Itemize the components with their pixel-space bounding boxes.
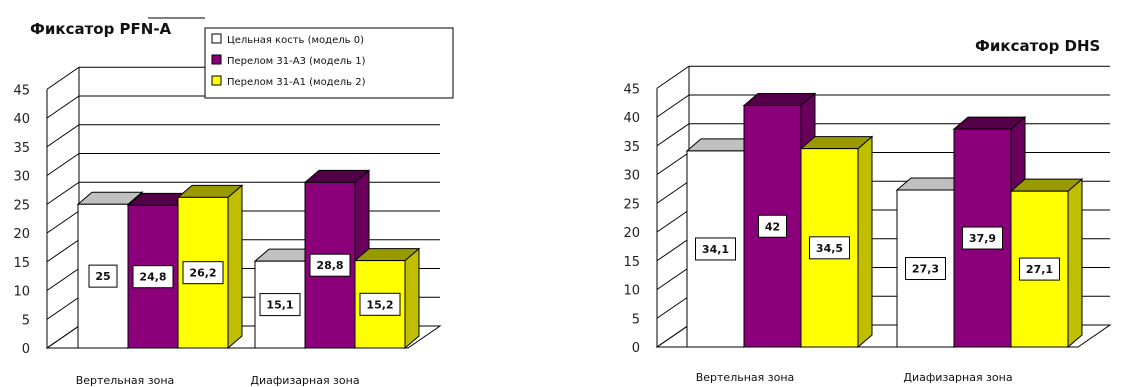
y-tick-label: 35: [623, 140, 640, 155]
bar-side: [227, 184, 243, 350]
bar: 15,2: [353, 247, 421, 350]
data-label-box: [758, 214, 787, 238]
grid-diagonal: [46, 268, 80, 291]
y-tick-label: 0: [632, 341, 640, 356]
data-label-box: [359, 292, 401, 316]
category-label: Вертельная зона: [76, 374, 175, 387]
y-tick-label: 5: [22, 313, 30, 328]
grid-diagonal: [656, 152, 690, 175]
data-label-box: [88, 264, 118, 288]
grid-diagonal: [46, 95, 80, 119]
grid-diagonal: [46, 239, 80, 263]
data-label: 26,2: [189, 267, 216, 280]
grid-diagonal: [656, 295, 690, 319]
y-tick-label: 35: [13, 141, 30, 156]
data-label-box: [259, 293, 301, 317]
data-label: 25: [95, 270, 110, 283]
data-label-box: [1019, 257, 1060, 281]
grid-diagonal: [46, 210, 80, 234]
y-tick-label: 15: [623, 255, 640, 270]
y-tick-label: 40: [13, 112, 30, 127]
data-label: 34,5: [816, 242, 843, 255]
data-label-box: [809, 236, 850, 260]
data-label-box: [905, 257, 946, 281]
bar: 26,2: [176, 184, 244, 350]
bar: 27,1: [1009, 178, 1084, 349]
y-tick-label: 20: [13, 227, 30, 242]
legend-swatch: [211, 33, 222, 44]
grid-diagonal: [656, 94, 690, 118]
category-label: Вертельная зона: [696, 371, 795, 384]
grid-diagonal: [656, 180, 690, 204]
data-label-box: [132, 265, 174, 289]
legend-label: Цельная кость (модель 0): [227, 35, 364, 46]
grid-diagonal: [46, 153, 80, 176]
grid-diagonal: [656, 267, 690, 290]
y-tick-label: 30: [13, 170, 30, 185]
grid-diagonal: [656, 65, 690, 89]
legend-swatch: [211, 54, 222, 65]
grid-diagonal: [46, 296, 80, 320]
bar-side: [1067, 178, 1083, 349]
data-label-box: [962, 226, 1003, 250]
data-label: 37,9: [969, 232, 996, 245]
data-label: 27,1: [1026, 263, 1053, 276]
grid-diagonal: [46, 181, 80, 205]
bar: 42: [742, 92, 817, 349]
category-label: Диафизарная зона: [250, 374, 359, 387]
data-label: 34,1: [702, 243, 729, 256]
category-label: Диафизарная зона: [903, 371, 1012, 384]
chart-title: Фиксатор DHS: [975, 37, 1100, 55]
chart-2: 0 5 10 15 20 25 30 35 40 45 34,1 42 34,5 Вертельная з…: [623, 37, 1112, 384]
y-tick-label: 40: [623, 111, 640, 126]
y-tick-label: 5: [632, 312, 640, 327]
legend-label: Перелом 31-А3 (модель 1): [227, 56, 366, 67]
legend-swatch: [211, 75, 222, 86]
y-tick-label: 25: [13, 198, 30, 213]
legend-label: Перелом 31-А1 (модель 2): [227, 77, 366, 88]
y-tick-label: 10: [13, 285, 30, 300]
bar: 34,5: [799, 135, 874, 349]
data-label: 28,8: [316, 259, 343, 272]
y-tick-label: 10: [623, 284, 640, 299]
y-tick-label: 45: [623, 82, 640, 97]
data-label: 42: [765, 220, 780, 233]
y-tick-label: 20: [623, 226, 640, 241]
legend-box: [204, 27, 454, 99]
data-label-box: [695, 237, 736, 261]
grid-diagonal: [656, 123, 690, 147]
data-label-box: [309, 253, 351, 277]
y-tick-label: 45: [13, 83, 30, 98]
y-tick-label: 15: [13, 256, 30, 271]
data-label: 15,2: [366, 298, 393, 311]
chart-title: Фиксатор PFN-A: [30, 20, 172, 38]
y-tick-label: 0: [22, 342, 30, 357]
y-tick-label: 25: [623, 197, 640, 212]
bar-side: [857, 135, 873, 349]
y-tick-label: 30: [623, 169, 640, 184]
data-label: 15,1: [266, 299, 293, 312]
grid-diagonal: [656, 209, 690, 233]
data-label-box: [182, 261, 224, 285]
chart-1: 0 5 10 15 20 25 30 35 40 45 25 24,8 26,2 Вертельная з…: [13, 17, 454, 387]
data-label: 24,8: [139, 271, 166, 284]
grid-diagonal: [656, 238, 690, 262]
grid-diagonal: [46, 66, 80, 90]
bar-side: [404, 247, 420, 350]
grid-diagonal: [46, 124, 80, 148]
legend: Цельная кость (модель 0) Перелом 31-А3 (м…: [204, 27, 454, 99]
data-label: 27,3: [912, 263, 939, 276]
